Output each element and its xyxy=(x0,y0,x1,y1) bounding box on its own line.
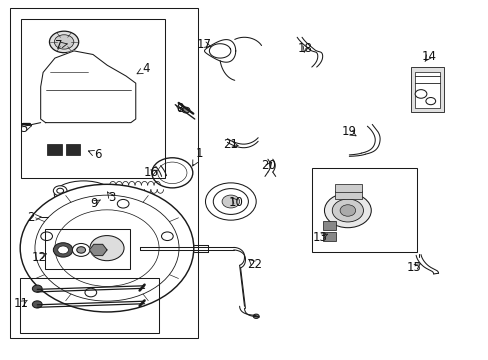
Polygon shape xyxy=(89,244,107,256)
Text: 20: 20 xyxy=(261,159,276,172)
Text: 19: 19 xyxy=(341,125,356,138)
Text: 14: 14 xyxy=(421,50,435,63)
Ellipse shape xyxy=(54,181,113,208)
Circle shape xyxy=(32,285,42,292)
Text: 8: 8 xyxy=(176,102,183,115)
Circle shape xyxy=(213,189,248,215)
Circle shape xyxy=(117,199,129,208)
Bar xyxy=(21,19,164,178)
Text: 16: 16 xyxy=(143,166,158,179)
Bar xyxy=(410,67,444,112)
Text: 18: 18 xyxy=(297,41,312,54)
Text: 12: 12 xyxy=(31,251,46,264)
Text: 4: 4 xyxy=(142,62,149,75)
Text: 6: 6 xyxy=(94,148,102,161)
Circle shape xyxy=(182,107,189,113)
Text: 15: 15 xyxy=(406,261,421,274)
Circle shape xyxy=(49,31,79,53)
Circle shape xyxy=(54,35,74,49)
Text: 2: 2 xyxy=(27,211,35,224)
Bar xyxy=(44,229,130,269)
Circle shape xyxy=(339,205,355,216)
Text: 9: 9 xyxy=(90,197,98,210)
Circle shape xyxy=(72,243,90,256)
Text: 11: 11 xyxy=(14,297,29,310)
Circle shape xyxy=(161,232,173,240)
Text: 1: 1 xyxy=(196,147,203,159)
Circle shape xyxy=(205,183,256,220)
Polygon shape xyxy=(41,51,136,123)
Text: 3: 3 xyxy=(108,192,115,204)
Text: 13: 13 xyxy=(312,231,327,244)
Circle shape xyxy=(53,243,73,257)
Text: 22: 22 xyxy=(246,258,261,271)
Circle shape xyxy=(58,246,68,254)
Circle shape xyxy=(85,288,97,297)
Circle shape xyxy=(32,301,42,308)
Circle shape xyxy=(53,186,67,196)
Circle shape xyxy=(253,314,259,319)
Bar xyxy=(322,221,335,230)
Circle shape xyxy=(425,98,435,105)
Bar xyxy=(47,144,61,155)
Bar xyxy=(311,168,416,252)
Text: 7: 7 xyxy=(55,39,63,52)
Circle shape xyxy=(20,184,193,312)
Circle shape xyxy=(222,195,239,208)
Text: 17: 17 xyxy=(197,38,212,51)
Bar xyxy=(322,232,335,241)
Circle shape xyxy=(90,235,124,261)
Text: 21: 21 xyxy=(223,138,238,150)
Bar xyxy=(10,8,198,338)
Circle shape xyxy=(77,247,85,253)
Circle shape xyxy=(331,199,363,222)
Circle shape xyxy=(41,212,55,222)
Circle shape xyxy=(414,90,426,98)
Bar xyxy=(334,184,361,192)
Circle shape xyxy=(324,193,370,228)
Bar xyxy=(65,144,80,155)
Bar xyxy=(334,191,361,199)
Circle shape xyxy=(41,232,52,240)
Bar xyxy=(414,72,439,108)
Ellipse shape xyxy=(76,186,115,206)
Text: 5: 5 xyxy=(20,122,28,135)
Text: 10: 10 xyxy=(228,196,243,209)
Bar xyxy=(20,278,159,333)
